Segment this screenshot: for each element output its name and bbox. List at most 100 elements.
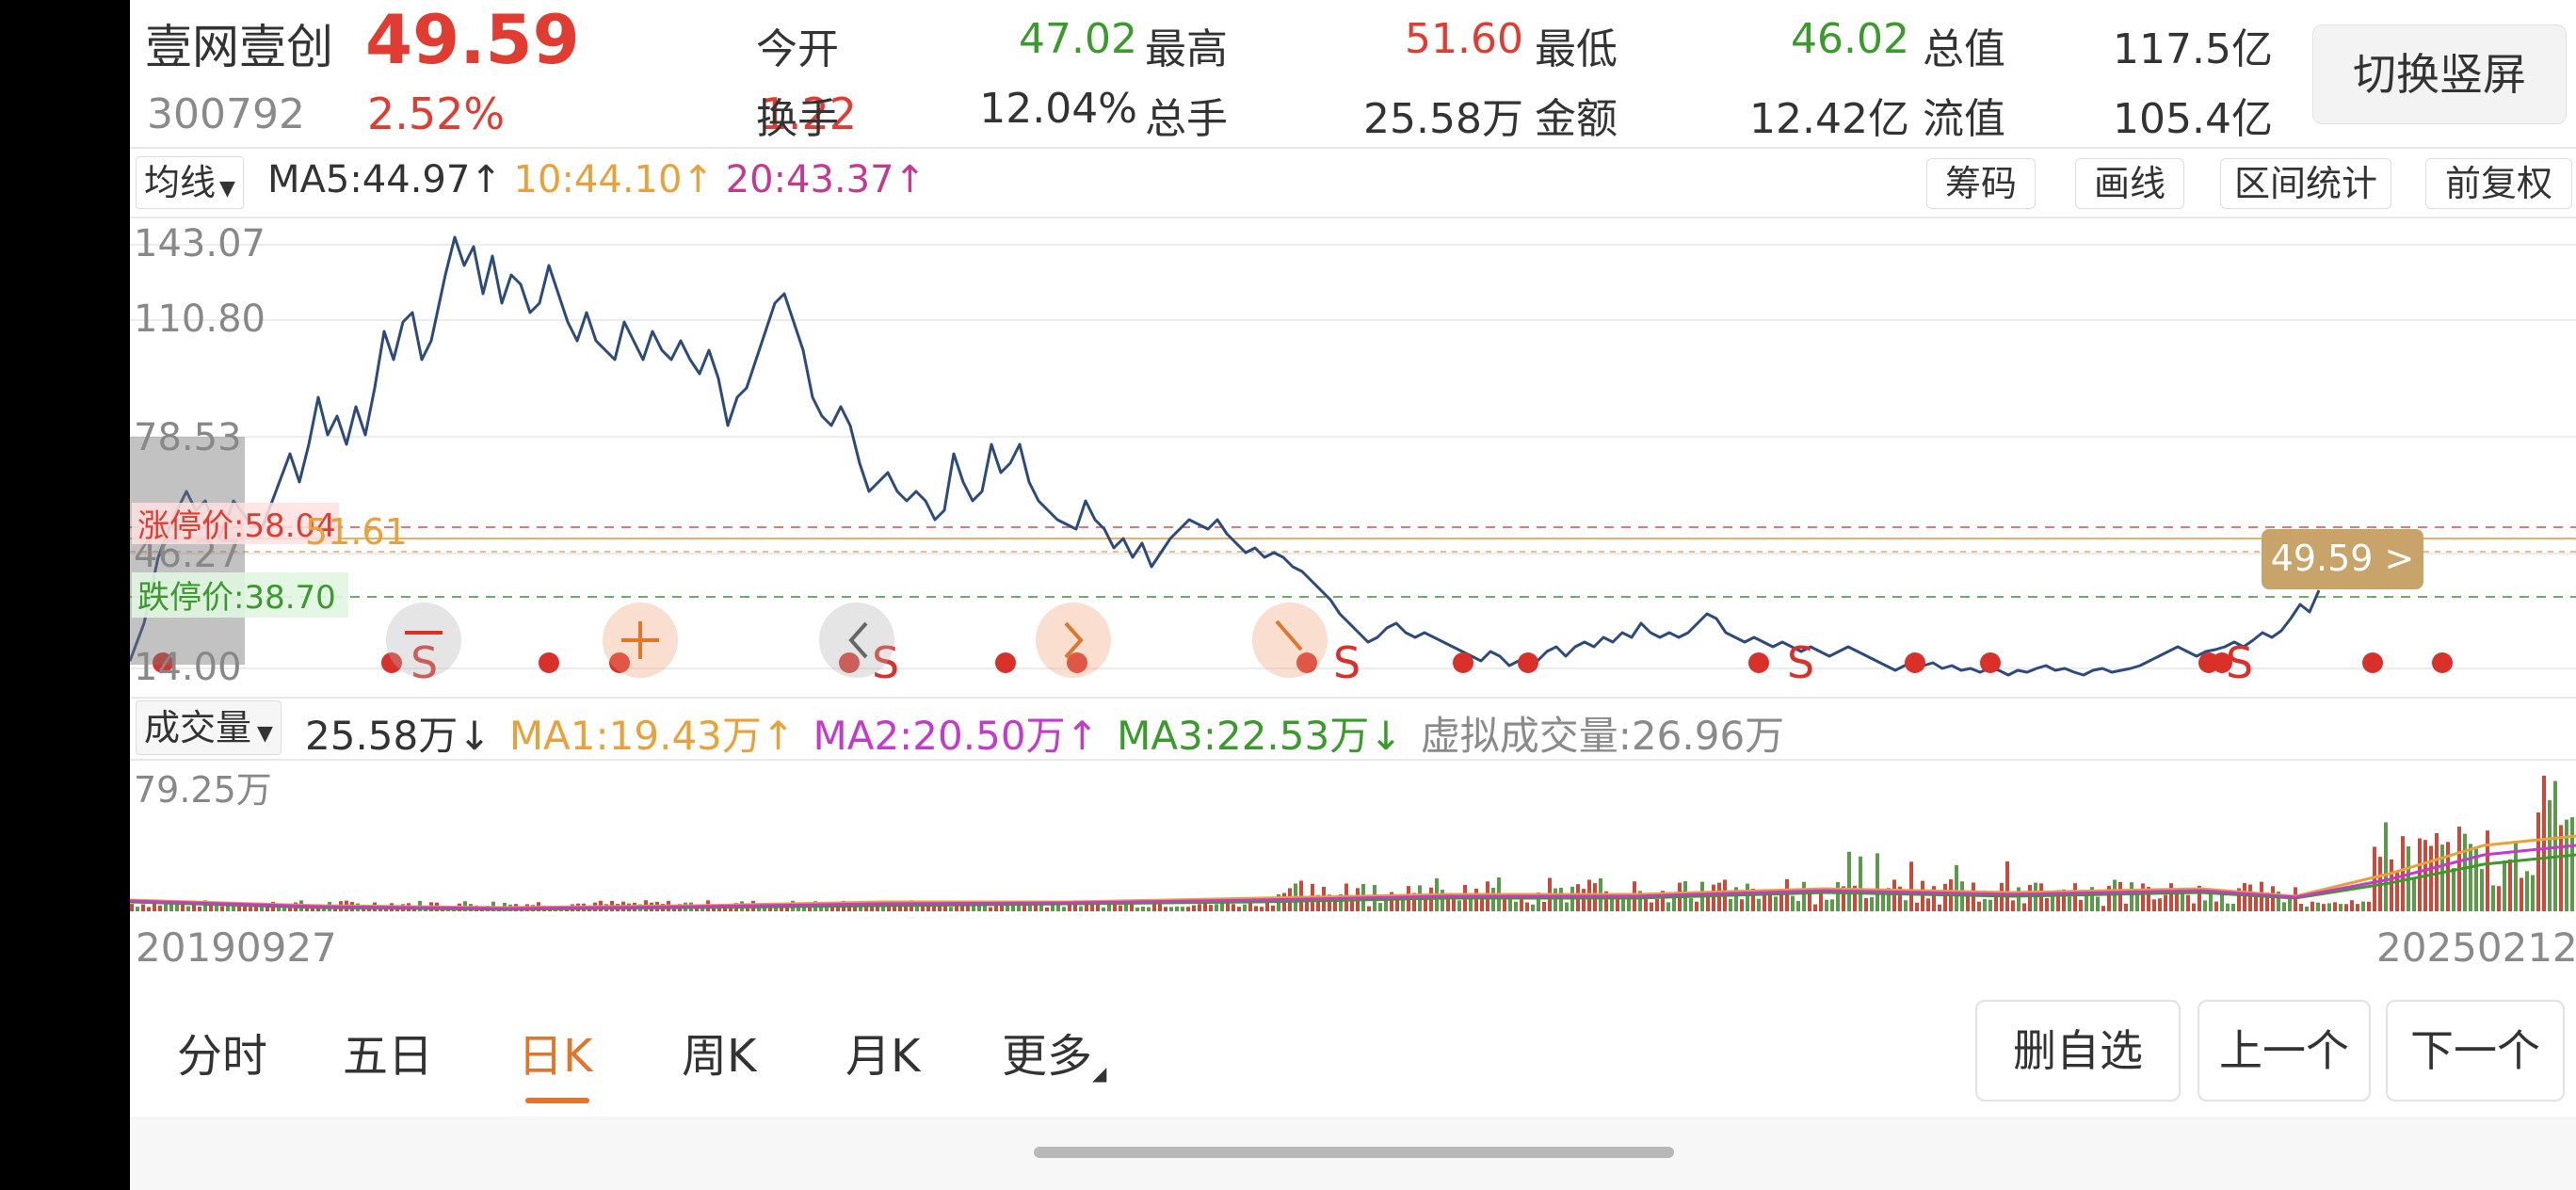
volume-bar	[2107, 885, 2111, 911]
volume-bar	[2536, 812, 2540, 911]
volume-bar	[2531, 875, 2535, 911]
volume-max-label: 79.25万	[134, 769, 272, 811]
volume-bar	[1457, 900, 1461, 911]
tab-five-day[interactable]: 五日	[343, 1030, 434, 1083]
volume-bar	[1729, 898, 1732, 911]
tab-daily-k[interactable]: 日K	[518, 1030, 593, 1083]
volume-bar	[254, 906, 258, 911]
scroll-right-button[interactable]	[1036, 603, 1111, 678]
tab-more[interactable]: 更多◢	[1002, 1019, 1106, 1085]
left-scroll-overlay[interactable]	[130, 437, 245, 665]
volume-bar	[2085, 892, 2088, 911]
volume-bar	[1401, 894, 1405, 911]
volume-bar	[249, 907, 252, 911]
forward-adjust-button[interactable]: 前复权	[2425, 158, 2572, 209]
volume-bar	[774, 905, 778, 911]
volume-bar	[2452, 868, 2455, 911]
current-price-tag[interactable]: 49.59 >	[2262, 529, 2423, 589]
volume-bar	[1039, 904, 1043, 911]
ma-selector[interactable]: 均线 ▼	[136, 156, 244, 209]
zoom-out-button[interactable]	[386, 603, 461, 678]
volume-bar	[1248, 901, 1252, 911]
volume-bar	[1604, 891, 1608, 911]
volume-bar	[1147, 907, 1151, 911]
draw-line-button[interactable]: 画线	[2075, 158, 2184, 209]
volume-bar	[2152, 899, 2156, 911]
volume-bar	[2101, 906, 2105, 911]
sell-signal-label: S	[411, 637, 438, 688]
volume-bar	[1554, 888, 1557, 911]
limit-up-label-bg	[132, 503, 339, 544]
previous-stock-button[interactable]: 上一个	[2198, 1000, 2371, 1102]
y-axis-label: 110.80	[134, 298, 266, 341]
volume-bar	[2361, 901, 2365, 911]
volume-bar	[1412, 892, 1416, 911]
volume-bar	[1898, 886, 1902, 911]
tab-intraday[interactable]: 分时	[177, 1030, 268, 1083]
volume-bar	[2118, 881, 2122, 911]
volume-bar	[1565, 902, 1569, 911]
volume-bar	[1045, 907, 1049, 911]
volume-bar	[2463, 833, 2467, 911]
y-axis-label: 143.07	[134, 222, 266, 265]
volume-bar	[1085, 901, 1088, 911]
scroll-left-button[interactable]	[819, 603, 894, 678]
volume-bar	[1926, 898, 1930, 911]
volume-bar	[2440, 844, 2444, 911]
volume-bar	[780, 907, 783, 911]
volume-bar	[1350, 899, 1354, 911]
volume-bar	[1887, 888, 1891, 911]
volume-bar	[1881, 891, 1885, 911]
next-stock-button[interactable]: 下一个	[2386, 1000, 2565, 1102]
volume-bar	[226, 904, 230, 911]
tab-monthly-k[interactable]: 月K	[845, 1030, 921, 1083]
volume-bar	[2130, 882, 2133, 911]
divider	[130, 759, 2576, 761]
volume-bar	[1062, 907, 1066, 911]
price-chart[interactable]: S S S S S 143.07 110.80 78.53 46	[130, 218, 2576, 689]
tab-weekly-k[interactable]: 周K	[682, 1030, 757, 1083]
volume-bar	[1378, 903, 1382, 911]
volume-bar	[2028, 884, 2032, 911]
volume-bar	[220, 906, 224, 911]
volume-selector[interactable]: 成交量 ▼	[136, 700, 282, 755]
volume-bar	[186, 906, 190, 911]
volume-bar	[898, 905, 902, 911]
range-stats-button[interactable]: 区间统计	[2220, 158, 2391, 209]
volume-chart[interactable]: 79.25万	[130, 761, 2576, 915]
volume-bar	[158, 905, 162, 911]
reset-button[interactable]	[1252, 603, 1328, 678]
volume-bar	[2412, 878, 2416, 911]
chart-controls[interactable]	[386, 603, 1328, 678]
volume-bar	[1441, 890, 1444, 911]
switch-portrait-button[interactable]: 切换竖屏	[2312, 24, 2567, 124]
volume-bar	[1520, 899, 1523, 911]
volume-bar	[2508, 859, 2512, 911]
volume-bar	[1689, 898, 1693, 911]
volume-bar	[1503, 892, 1506, 911]
volume-bar	[1000, 901, 1004, 911]
remove-watchlist-button[interactable]: 删自选	[1975, 1000, 2181, 1102]
volume-bar	[2282, 902, 2286, 911]
volume-bar	[1056, 903, 1060, 911]
volume-bar	[1395, 900, 1399, 911]
volume-bar	[994, 905, 998, 911]
stat-label-float-cap: 流值	[1923, 95, 2005, 143]
volume-bar	[2169, 883, 2173, 911]
volume-bar	[1232, 904, 1235, 911]
volume-bar	[1152, 904, 1156, 911]
volume-bar	[836, 906, 840, 911]
volume-bar	[938, 903, 942, 911]
volume-bar	[1424, 898, 1427, 911]
volume-bar	[1650, 902, 1653, 911]
arrow-up-icon: ↑	[1065, 713, 1099, 759]
volume-bar	[825, 905, 829, 911]
active-tab-indicator	[525, 1098, 589, 1103]
volume-bar	[1508, 897, 1512, 911]
chips-button[interactable]: 筹码	[1926, 158, 2036, 209]
volume-bar	[1333, 895, 1337, 911]
volume-bar	[1260, 907, 1264, 911]
volume-bar	[232, 903, 235, 911]
volume-bar	[169, 904, 173, 911]
home-indicator[interactable]	[1034, 1147, 1674, 1158]
